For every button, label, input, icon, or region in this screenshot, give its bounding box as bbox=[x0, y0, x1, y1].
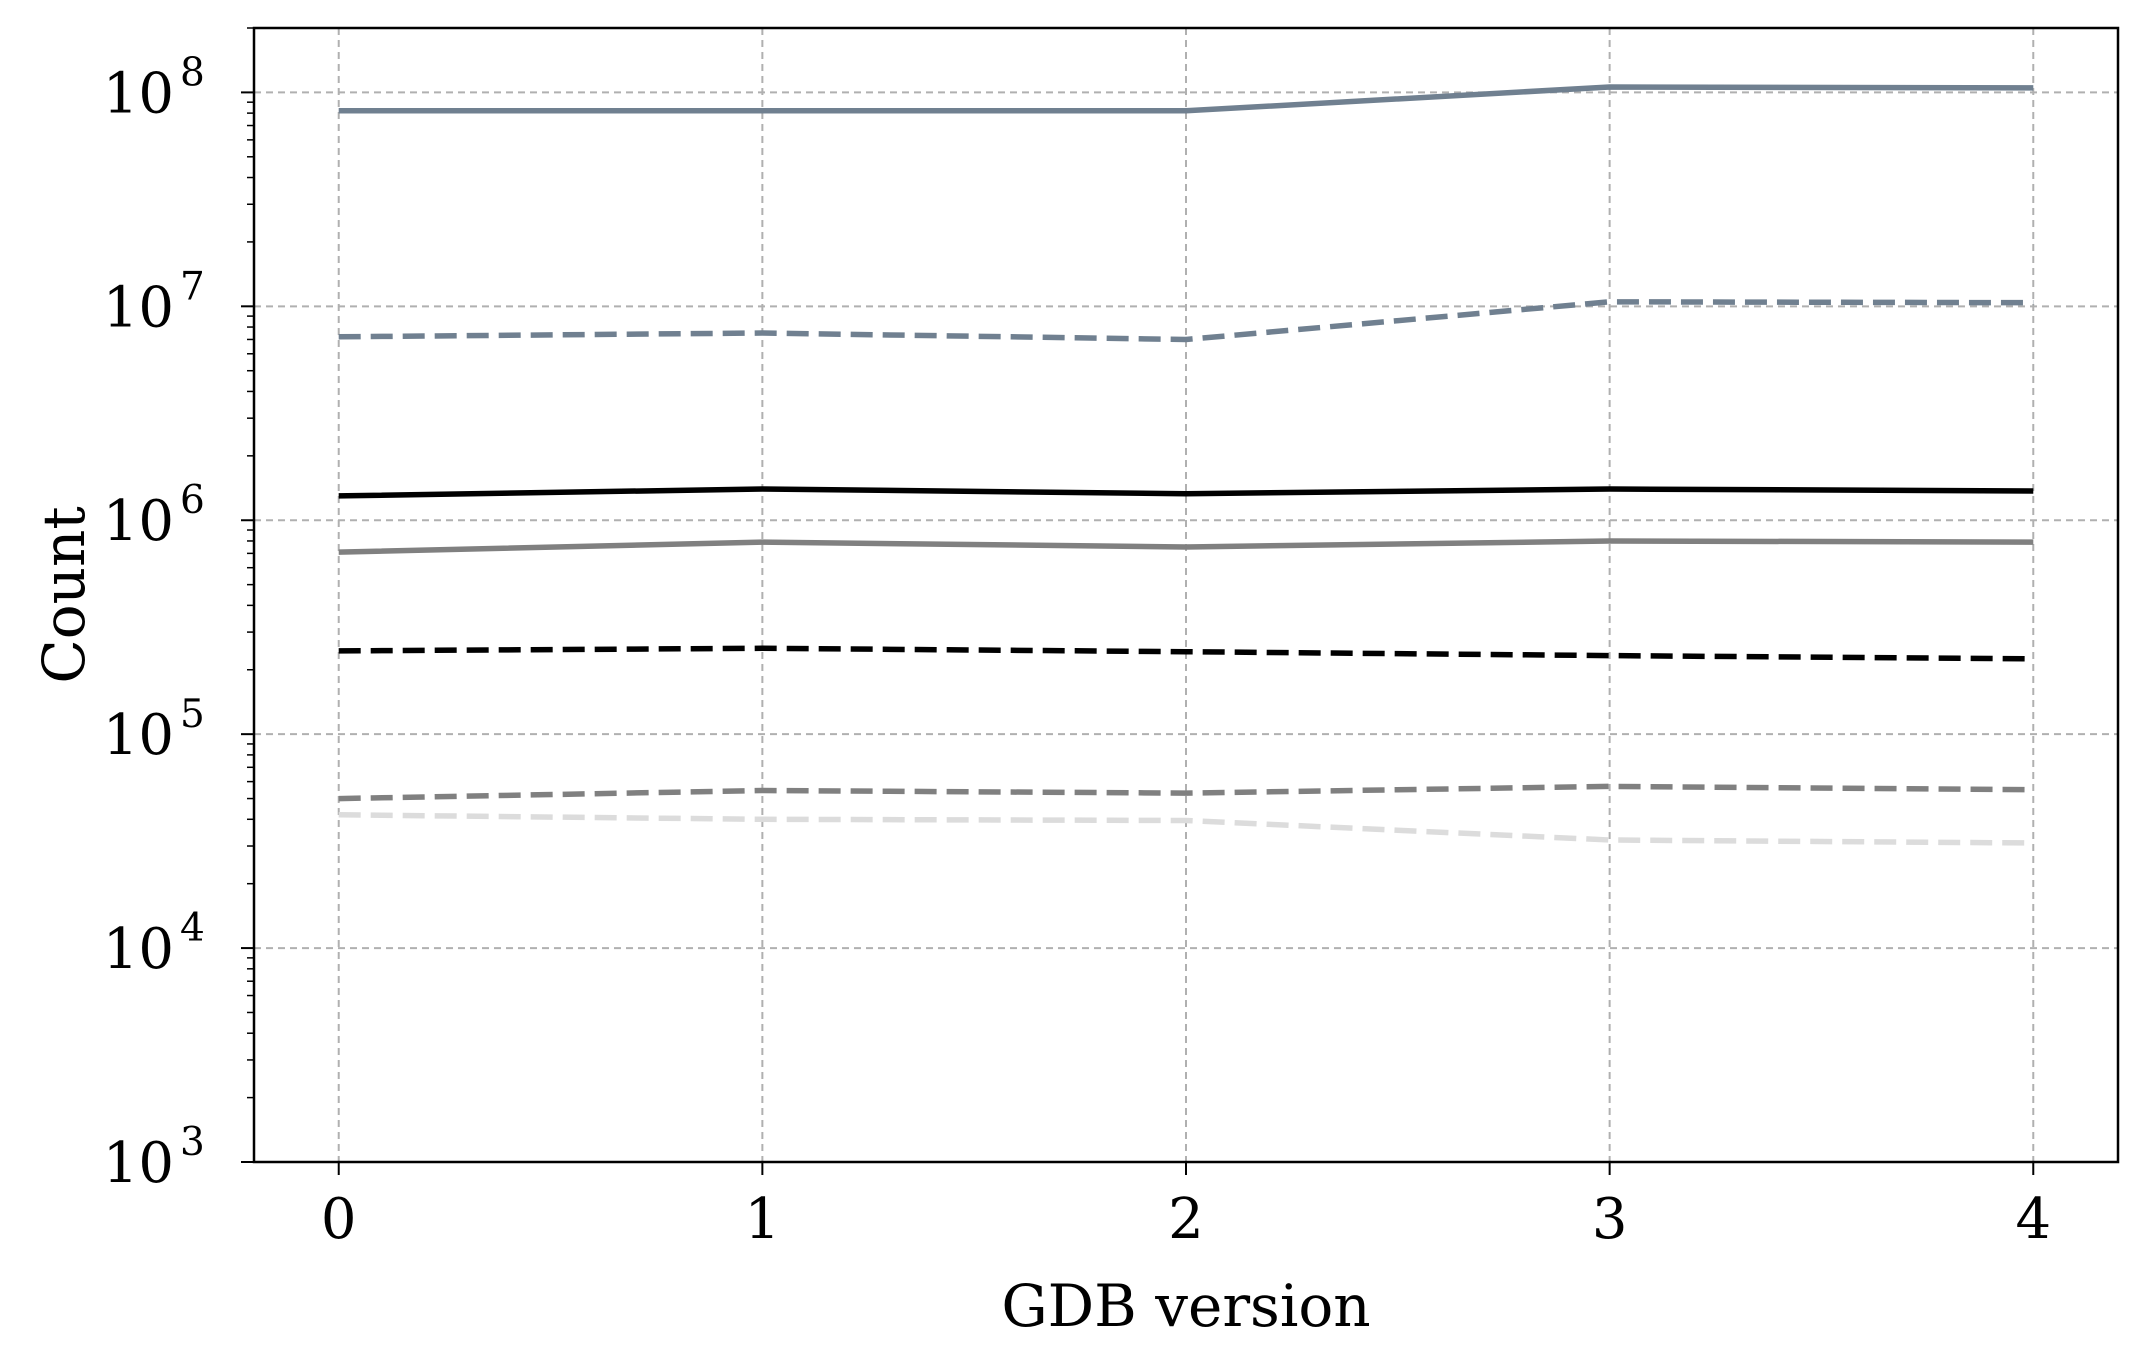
y-tick-label: 10 bbox=[103, 1131, 174, 1196]
y-tick-label: 10 bbox=[103, 703, 174, 768]
y-tick-exponent: 8 bbox=[180, 50, 205, 95]
x-tick-label: 1 bbox=[745, 1187, 781, 1252]
grid-lines bbox=[254, 28, 2118, 1163]
series-lines bbox=[338, 84, 2034, 846]
y-tick-exponent: 6 bbox=[180, 478, 205, 523]
axis-ticks bbox=[241, 27, 2035, 1175]
series-line-1 bbox=[338, 84, 2034, 114]
series-line-4 bbox=[338, 538, 2034, 555]
x-axis-label: GDB version bbox=[1001, 1272, 1370, 1340]
x-tick-label: 0 bbox=[321, 1187, 357, 1252]
x-tick-label: 2 bbox=[1168, 1187, 1204, 1252]
series-line-7 bbox=[338, 812, 2034, 846]
y-tick-label: 10 bbox=[103, 275, 174, 340]
series-line-5 bbox=[338, 645, 2034, 662]
x-tick-label: 3 bbox=[1592, 1187, 1628, 1252]
x-tick-labels: 0 1 2 3 4 bbox=[321, 1187, 2051, 1252]
series-line-2 bbox=[338, 299, 2034, 343]
y-tick-label: 10 bbox=[103, 489, 174, 554]
series-line-3 bbox=[338, 486, 2034, 499]
y-tick-exponent: 3 bbox=[180, 1120, 205, 1165]
y-tick-label: 10 bbox=[103, 61, 174, 126]
series-line-6 bbox=[338, 783, 2034, 802]
x-tick-label: 4 bbox=[2015, 1187, 2051, 1252]
y-tick-exponent: 4 bbox=[180, 906, 205, 951]
y-tick-exponent: 7 bbox=[180, 264, 205, 309]
y-tick-exponent: 5 bbox=[180, 692, 205, 737]
y-tick-label: 10 bbox=[103, 917, 174, 982]
y-axis-label: Count bbox=[30, 506, 98, 683]
